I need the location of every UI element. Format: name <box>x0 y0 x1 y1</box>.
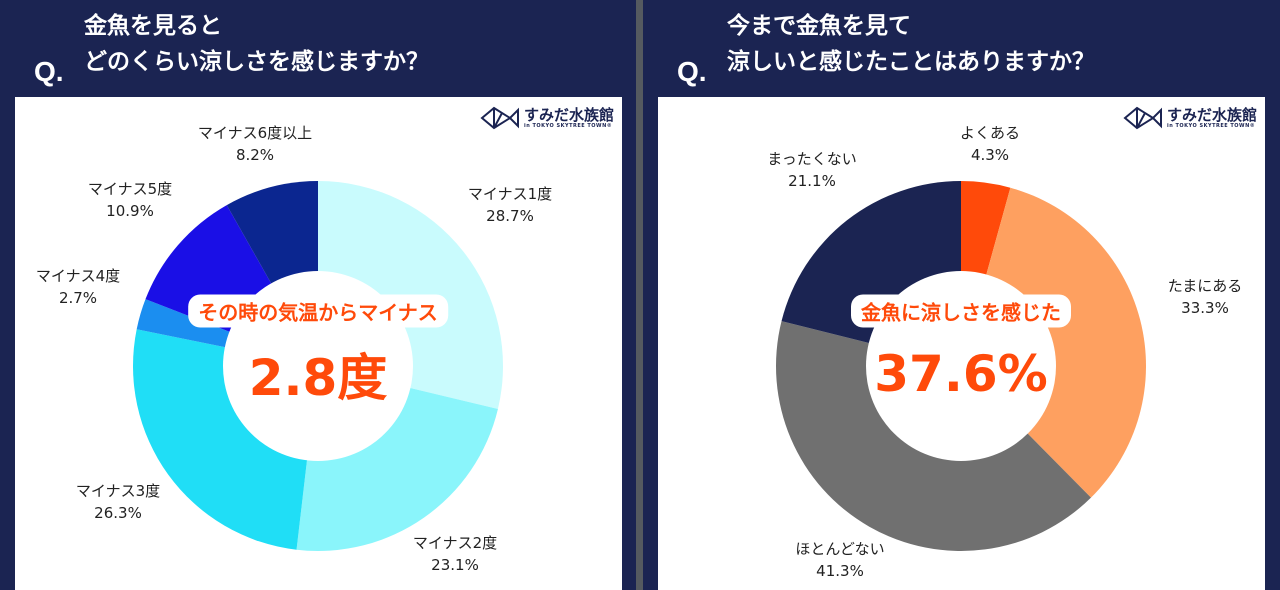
slice-name: マイナス6度以上 <box>197 124 313 142</box>
slice-value: 28.7% <box>486 207 534 225</box>
panel-separator <box>636 0 643 590</box>
donut-slice <box>961 187 1146 498</box>
slice-value: 23.1% <box>431 556 479 574</box>
donut-chart <box>133 181 503 551</box>
panel-right: Q. 今まで金魚を見て 涼しいと感じたことはありますか？ よくある 4.3% たまに… <box>643 0 1280 590</box>
slice-name: まったくない <box>767 150 857 168</box>
slice-label: よくある 4.3% <box>960 122 1020 166</box>
center-caption: 金魚に涼しさを感じた <box>851 294 1071 328</box>
center-value: 37.6% <box>874 345 1048 403</box>
donut-chart <box>776 181 1146 551</box>
question-line: 今まで金魚を見て <box>727 13 911 39</box>
slice-value: 2.7% <box>58 289 98 307</box>
question-line: どのくらい涼しさを感じますか？ <box>84 49 429 75</box>
slice-label: マイナス3度 26.3% <box>76 480 160 524</box>
fish-logo-icon <box>1123 106 1162 130</box>
slice-label: マイナス1度 28.7% <box>468 183 552 227</box>
chart-card: よくある 4.3% たまにある 33.3% ほとんどない 41.3% まったくない 21.1%… <box>658 97 1265 590</box>
slice-value: 8.2% <box>235 146 275 164</box>
logo-subtitle: in TOKYO SKYTREE TOWN® <box>1166 123 1256 129</box>
slice-name: マイナス5度 <box>87 180 173 198</box>
slice-label: マイナス5度 10.9% <box>88 178 172 222</box>
slice-name: マイナス2度 <box>412 534 498 552</box>
center-value: 2.8度 <box>248 349 388 407</box>
question-text: 金魚を見ると どのくらい涼しさを感じますか？ <box>84 8 429 80</box>
slice-name: マイナス4度 <box>35 267 121 285</box>
question-line: 金魚を見ると <box>84 13 222 39</box>
slice-name: よくある <box>959 124 1021 142</box>
question-mark: Q. <box>34 56 64 87</box>
center-caption: その時の気温からマイナス <box>188 294 448 328</box>
slice-label: マイナス2度 23.1% <box>413 532 497 576</box>
chart-card: マイナス1度 28.7% マイナス2度 23.1% マイナス3度 26.3% マイナス4度 2… <box>15 97 622 590</box>
slice-value: 41.3% <box>816 562 864 580</box>
slice-label: マイナス4度 2.7% <box>36 265 120 309</box>
panel-left: Q. 金魚を見ると どのくらい涼しさを感じますか？ マイナス1度 28.7% マイナ… <box>0 0 636 590</box>
logo-subtitle: in TOKYO SKYTREE TOWN® <box>523 123 613 129</box>
aquarium-logo: すみだ水族館 in TOKYO SKYTREE TOWN® <box>480 105 614 131</box>
slice-value: 26.3% <box>94 504 142 522</box>
aquarium-logo: すみだ水族館 in TOKYO SKYTREE TOWN® <box>1123 105 1257 131</box>
fish-logo-icon <box>480 106 519 130</box>
question-text: 今まで金魚を見て 涼しいと感じたことはありますか？ <box>727 8 1095 80</box>
slice-label: ほとんどない 41.3% <box>795 538 884 582</box>
slice-value: 21.1% <box>788 172 836 190</box>
slice-name: たまにある <box>1167 277 1243 295</box>
slice-value: 33.3% <box>1181 299 1229 317</box>
slice-name: マイナス3度 <box>75 482 161 500</box>
question-mark: Q. <box>677 56 707 87</box>
logo-name: すみだ水族館 <box>1166 106 1257 124</box>
slice-value: 4.3% <box>970 146 1010 164</box>
slice-value: 10.9% <box>106 202 154 220</box>
slice-name: マイナス1度 <box>467 185 553 203</box>
slice-name: ほとんどない <box>795 540 885 558</box>
logo-name: すみだ水族館 <box>523 106 614 124</box>
slice-label: たまにある 33.3% <box>1168 275 1243 319</box>
slice-label: マイナス6度以上 8.2% <box>198 122 312 166</box>
slice-label: まったくない 21.1% <box>767 148 856 192</box>
question-line: 涼しいと感じたことはありますか？ <box>727 49 1095 75</box>
